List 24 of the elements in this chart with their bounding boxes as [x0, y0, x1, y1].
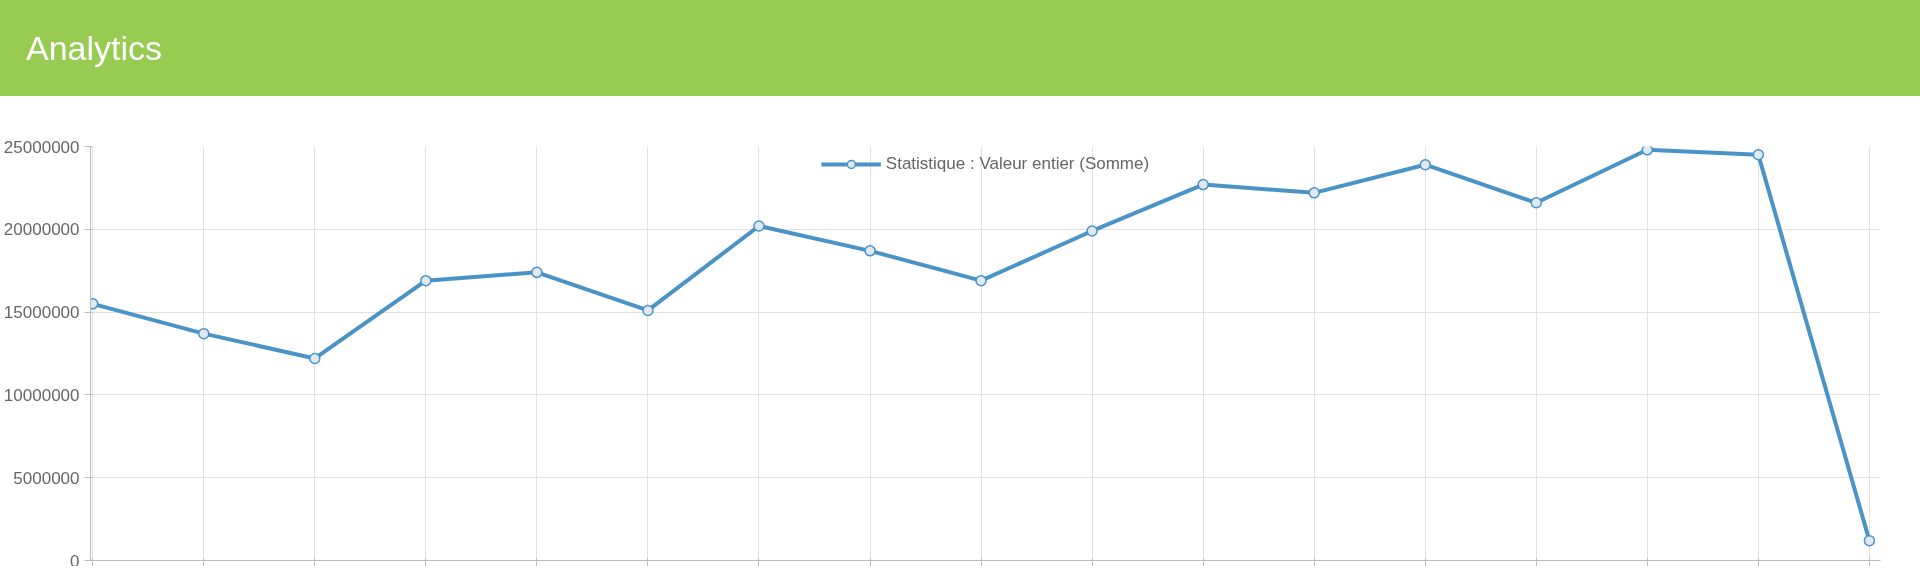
point: [1086, 225, 1098, 237]
point: [642, 304, 654, 317]
point: [1641, 146, 1654, 156]
point: [1863, 534, 1876, 547]
y-tick-label: 15000000: [3, 303, 80, 323]
point: [531, 266, 543, 279]
point: [975, 274, 987, 287]
point: [198, 327, 210, 340]
y-tick-label: 10000000: [3, 385, 80, 405]
point: [1530, 197, 1543, 209]
point: [309, 352, 321, 365]
y-tick-label: 20000000: [3, 220, 80, 240]
point: [1308, 187, 1320, 199]
point: [1752, 149, 1765, 161]
point: [1419, 158, 1431, 171]
point: [753, 220, 765, 232]
point: [1197, 178, 1209, 191]
point: [864, 245, 876, 257]
y-tick-label: 0: [70, 551, 80, 570]
legend-label: Statistique : Valeur entier (Somme): [885, 154, 1150, 174]
point: [420, 274, 432, 287]
y-tick-label: 5000000: [13, 468, 80, 488]
chart-title: Analytics: [0, 0, 1920, 96]
y-tick-label: 25000000: [3, 137, 80, 157]
